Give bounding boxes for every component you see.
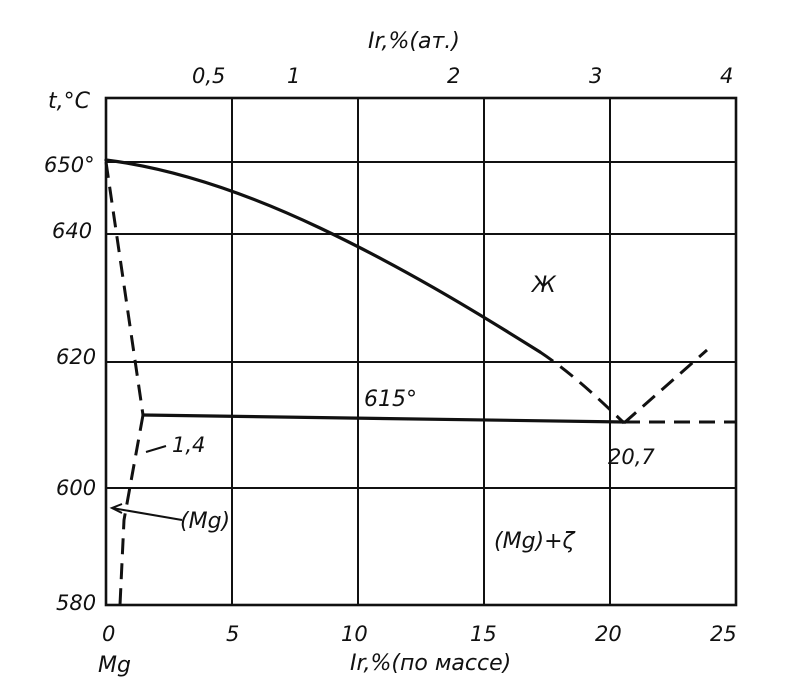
two-phase-region-label: (Mg)+ζ [494, 529, 576, 554]
top-tick-label: 1 [287, 64, 300, 88]
mg-phase-label: (Mg) [180, 509, 230, 534]
liquidus-right-dashed [623, 348, 708, 425]
plot-frame [104, 96, 738, 607]
x-tick-label: 5 [226, 622, 239, 646]
element-label: Mg [98, 653, 131, 678]
top-axis-title: Ir,%(ат.) [368, 29, 460, 54]
x-tick-label: 15 [470, 622, 497, 646]
x-tick-label: 25 [710, 622, 737, 646]
bottom-axis-title: Ir,%(по массе) [350, 651, 511, 676]
top-tick-label: 4 [720, 64, 733, 88]
top-tick-label: 3 [589, 64, 602, 88]
top-tick-label: 0,5 [192, 64, 225, 88]
mg-phase-arrowhead [109, 503, 123, 514]
mg-solubility-label: 1,4 [172, 433, 205, 457]
liquidus-curve [104, 158, 542, 354]
y-tick-label: 580 [56, 591, 96, 615]
mg-phase-pointer [111, 507, 183, 521]
solubility-pointer [145, 445, 167, 453]
y-tick-label: 640 [52, 219, 92, 243]
x-tick-label: 20 [595, 622, 622, 646]
x-tick-label: 10 [341, 622, 368, 646]
solvus-dashed [118, 414, 145, 606]
y-tick-label: 600 [56, 476, 96, 500]
eutectic-composition-label: 20,7 [608, 445, 655, 469]
liquid-region-label: Ж [530, 273, 557, 298]
eutectic-line [141, 413, 626, 424]
x-tick-label: 0 [102, 622, 115, 646]
y-tick-label: 650° [44, 153, 95, 177]
eutectic-temp-label: 615° [364, 387, 417, 412]
left-axis-title: t,°C [48, 89, 91, 114]
liquidus-dashed [539, 350, 626, 425]
y-tick-label: 620 [56, 345, 96, 369]
top-tick-label: 2 [447, 64, 460, 88]
solidus-dashed [104, 161, 145, 416]
